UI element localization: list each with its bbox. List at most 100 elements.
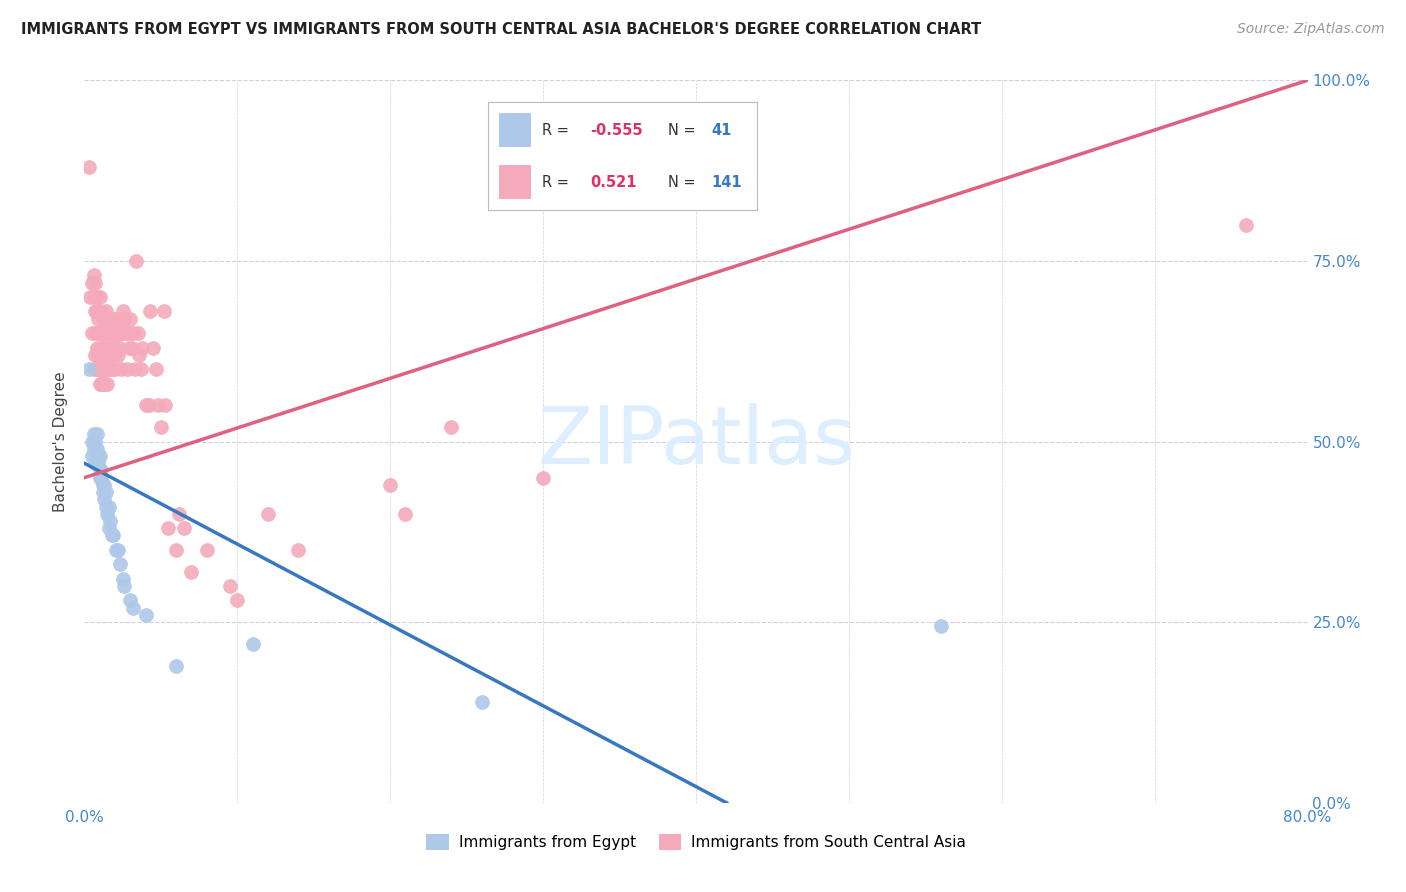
Point [122, 326, 145, 340]
Point [115, 362, 138, 376]
Point [83, 442, 105, 456]
Point [89, 290, 111, 304]
Point [77, 160, 100, 174]
Point [83, 290, 105, 304]
Point [96, 311, 118, 326]
Point [101, 528, 124, 542]
Point [1236, 218, 1258, 232]
Point [96, 376, 118, 391]
Point [87, 456, 110, 470]
Point [91, 362, 114, 376]
Point [93, 341, 115, 355]
Point [97, 362, 120, 376]
Point [96, 362, 118, 376]
Point [79, 290, 101, 304]
Point [129, 362, 152, 376]
Point [89, 326, 111, 340]
Point [90, 376, 112, 391]
Point [165, 542, 187, 557]
Point [107, 326, 129, 340]
Point [111, 304, 134, 318]
Point [105, 542, 128, 557]
Point [98, 311, 121, 326]
Point [86, 362, 108, 376]
Y-axis label: Bachelor's Degree: Bachelor's Degree [53, 371, 69, 512]
Point [121, 341, 143, 355]
Point [257, 507, 280, 521]
Point [107, 348, 129, 362]
Point [91, 485, 114, 500]
Point [145, 362, 167, 376]
Point [101, 348, 124, 362]
Point [86, 442, 108, 456]
Point [98, 348, 121, 362]
Point [94, 485, 117, 500]
Point [110, 326, 132, 340]
Point [89, 362, 111, 376]
Point [90, 362, 112, 376]
Point [91, 326, 114, 340]
Point [86, 290, 108, 304]
Point [94, 326, 117, 340]
Point [103, 311, 125, 326]
Point [90, 304, 112, 318]
Point [108, 558, 131, 572]
Point [97, 326, 120, 340]
Point [531, 470, 554, 484]
Point [124, 362, 146, 376]
Point [83, 362, 105, 376]
Point [118, 341, 141, 355]
Point [84, 434, 107, 449]
Point [84, 304, 107, 318]
Point [103, 334, 125, 348]
Point [89, 341, 111, 355]
Point [111, 326, 134, 340]
Point [111, 572, 134, 586]
Point [89, 304, 111, 318]
Point [120, 326, 142, 340]
Point [128, 348, 150, 362]
Point [80, 326, 103, 340]
Point [120, 593, 142, 607]
Point [115, 326, 138, 340]
Point [77, 362, 100, 376]
Point [929, 619, 952, 633]
Point [91, 376, 114, 391]
Point [155, 398, 177, 412]
Point [167, 507, 190, 521]
Point [97, 500, 120, 514]
Point [125, 253, 148, 268]
Point [86, 341, 108, 355]
Point [93, 362, 115, 376]
Point [195, 542, 218, 557]
Point [93, 492, 115, 507]
Point [91, 311, 114, 326]
Point [94, 362, 117, 376]
Point [380, 478, 402, 492]
Point [90, 348, 112, 362]
Point [157, 521, 180, 535]
Point [218, 579, 240, 593]
Point [83, 268, 105, 283]
Point [89, 376, 111, 391]
Point [87, 304, 110, 318]
Point [138, 398, 160, 412]
Text: ZIPatlas: ZIPatlas [537, 402, 855, 481]
Point [97, 521, 120, 535]
Point [80, 434, 103, 449]
Text: Source: ZipAtlas.com: Source: ZipAtlas.com [1237, 22, 1385, 37]
Point [105, 311, 128, 326]
Point [84, 276, 107, 290]
Point [101, 326, 124, 340]
Point [86, 304, 108, 318]
Point [87, 348, 110, 362]
Point [87, 326, 110, 340]
Point [90, 463, 112, 477]
Point [89, 470, 111, 484]
Point [142, 341, 165, 355]
Point [93, 326, 115, 340]
Point [107, 542, 129, 557]
Point [89, 463, 111, 477]
Point [90, 326, 112, 340]
Point [394, 507, 416, 521]
